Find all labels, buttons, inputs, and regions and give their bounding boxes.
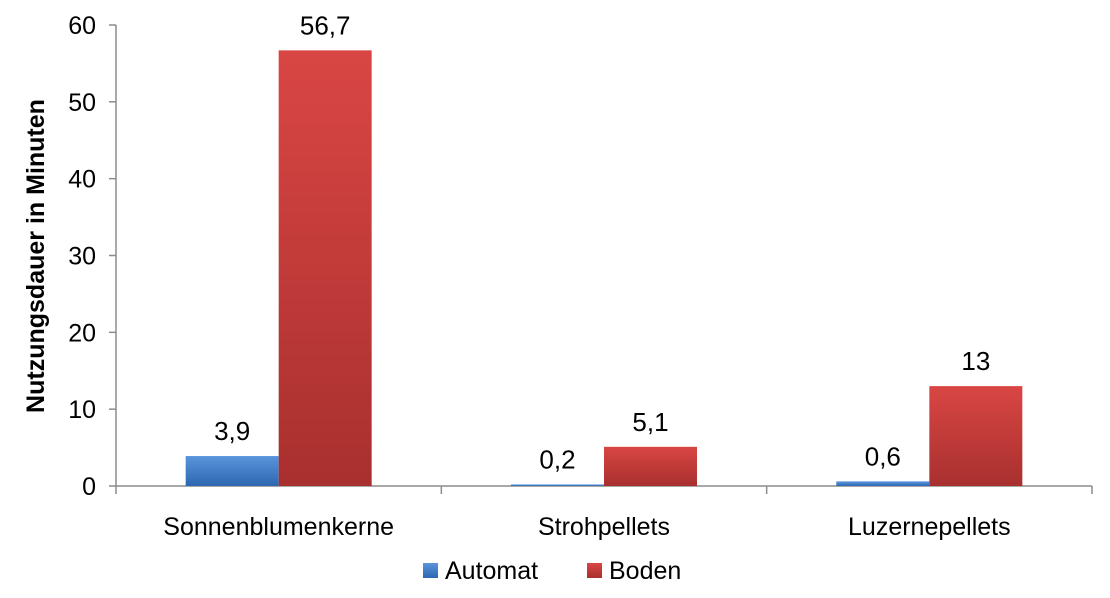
data-label: 13 bbox=[961, 346, 990, 376]
x-category-label: Strohpellets bbox=[538, 513, 670, 541]
bars bbox=[185, 50, 1023, 486]
y-tick-label: 0 bbox=[82, 473, 96, 501]
data-label: 3,9 bbox=[214, 416, 250, 446]
legend-swatch-boden bbox=[587, 563, 602, 578]
legend: Automat Boden bbox=[423, 557, 681, 585]
y-tick-label: 20 bbox=[68, 319, 96, 347]
bar-automat bbox=[836, 481, 930, 486]
legend-label: Boden bbox=[609, 557, 681, 585]
bar-automat bbox=[511, 484, 604, 486]
bar-boden bbox=[604, 446, 697, 486]
data-label: 56,7 bbox=[300, 10, 351, 40]
legend-swatch-automat bbox=[423, 563, 438, 578]
y-tick-label: 40 bbox=[68, 166, 96, 194]
data-label: 5,1 bbox=[632, 407, 668, 437]
bar-boden bbox=[929, 386, 1023, 486]
y-tick-label: 60 bbox=[68, 12, 96, 40]
y-tick-label: 10 bbox=[68, 396, 96, 424]
x-category-label: Sonnenblumenkerne bbox=[163, 513, 394, 541]
bar-boden bbox=[278, 50, 372, 486]
y-tick-label: 50 bbox=[68, 89, 96, 117]
y-axis-title: Nutzungsdauer in Minuten bbox=[22, 99, 50, 413]
data-label: 0,2 bbox=[539, 444, 575, 474]
data-label: 0,6 bbox=[865, 441, 901, 471]
bar-automat bbox=[185, 456, 279, 486]
axes: 0 10 20 30 40 50 60 Sonnenblumenkerne Strohpelle… bbox=[68, 12, 1093, 541]
y-tick-label: 30 bbox=[68, 243, 96, 271]
x-category-label: Luzernepellets bbox=[848, 513, 1011, 541]
legend-label: Automat bbox=[445, 557, 538, 585]
data-labels: 3,9 56,7 0,2 5,1 0,6 13 bbox=[214, 10, 990, 474]
